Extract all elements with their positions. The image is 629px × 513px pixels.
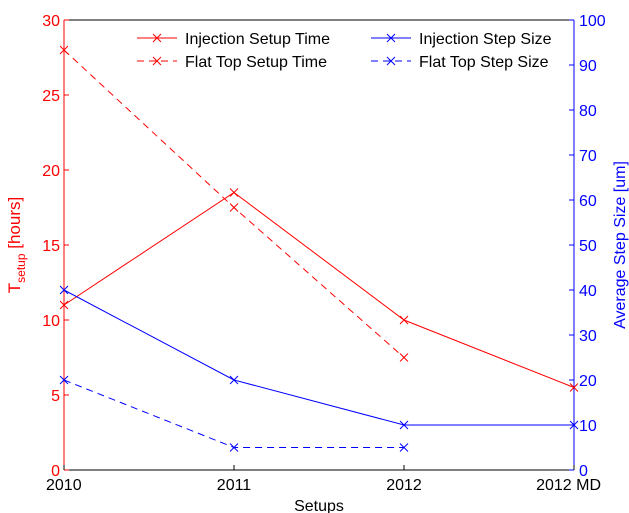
- legend-marker: [152, 56, 162, 66]
- left-axis-label: Tsetup [hours]: [5, 197, 28, 293]
- x-tick-label: 2010: [46, 477, 82, 494]
- left-axis-label-unit: [hours]: [5, 197, 24, 254]
- axes: 0 5 10 15 20 25 30 0 10 20 30 40 50 60 70 80 90 100 2010 20…: [5, 13, 629, 513]
- data-point: [229, 188, 239, 197]
- right-tick-label: 80: [579, 103, 597, 120]
- left-axis-label-sub: setup: [14, 253, 28, 283]
- data-point: [59, 375, 69, 385]
- data-point: [59, 45, 69, 55]
- legend-entry: Injection Setup Time: [137, 31, 330, 48]
- legend-marker: [152, 33, 162, 43]
- right-tick-label: 50: [579, 238, 597, 255]
- right-tick-label: 100: [579, 13, 606, 30]
- left-axis-label-base: T: [5, 283, 24, 293]
- data-point: [399, 315, 409, 325]
- right-tick-label: 10: [579, 418, 597, 435]
- left-tick-label: 15: [42, 238, 60, 255]
- data-point: [229, 443, 239, 452]
- data-point: [59, 285, 69, 295]
- left-tick-label: 25: [42, 88, 60, 105]
- data-point: [229, 203, 239, 212]
- series-2: [59, 45, 409, 362]
- x-axis-label: Setups: [294, 498, 344, 513]
- left-tick-label: 0: [51, 463, 60, 480]
- right-tick-label: 20: [579, 373, 597, 390]
- left-tick-label: 5: [51, 388, 60, 405]
- legend-label: Flat Top Step Size: [419, 54, 549, 71]
- left-tick-label: 20: [42, 163, 60, 180]
- series-line: [63, 49, 405, 358]
- legend-entry: Injection Step Size: [371, 31, 552, 48]
- right-tick-label: 40: [579, 283, 597, 300]
- data-point: [229, 375, 239, 385]
- series-3: [59, 285, 579, 430]
- left-tick-label: 30: [42, 13, 60, 30]
- legend-entry: Flat Top Step Size: [371, 54, 549, 71]
- legend-entry: Flat Top Setup Time: [137, 54, 327, 71]
- right-tick-label: 90: [579, 58, 597, 75]
- data-point: [399, 420, 409, 430]
- data-point: [569, 420, 579, 430]
- series-line: [63, 379, 404, 448]
- series-line: [63, 191, 575, 388]
- legend-label: Injection Step Size: [419, 31, 552, 48]
- series-line: [63, 289, 574, 426]
- series-layer: [59, 45, 579, 452]
- x-tick-label: 2011: [217, 477, 252, 494]
- legend: Injection Setup Time Flat Top Setup Time I…: [137, 31, 552, 71]
- x-tick-label: 2012: [386, 477, 422, 494]
- series-4: [59, 375, 409, 452]
- data-point: [569, 383, 579, 392]
- left-tick-label: 10: [42, 313, 60, 330]
- legend-label: Flat Top Setup Time: [185, 54, 327, 71]
- right-axis-label: Average Step Size [um]: [612, 161, 629, 329]
- right-tick-label: 70: [579, 148, 597, 165]
- legend-label: Injection Setup Time: [185, 31, 330, 48]
- data-point: [59, 300, 69, 310]
- data-point: [399, 443, 409, 452]
- legend-marker: [386, 33, 396, 43]
- data-point: [399, 353, 409, 362]
- series-1: [59, 188, 579, 392]
- right-tick-label: 30: [579, 328, 597, 345]
- legend-marker: [386, 56, 396, 66]
- right-tick-label: 60: [579, 193, 597, 210]
- right-tick-label: 0: [579, 463, 588, 480]
- x-tick-label: 2012 MD: [536, 477, 601, 494]
